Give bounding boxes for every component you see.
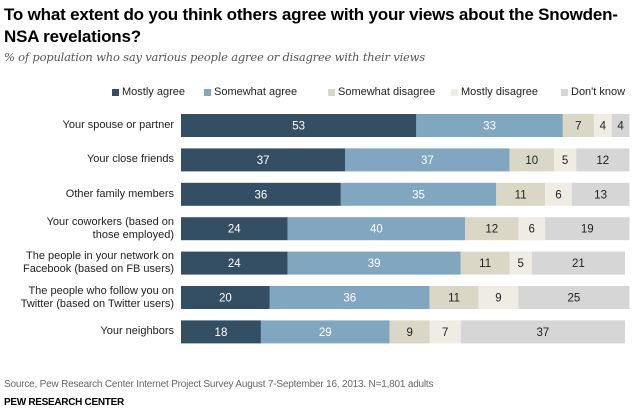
- bar-segment: [345, 148, 510, 172]
- data-label: 37: [536, 327, 549, 339]
- bar-segment: [181, 251, 288, 275]
- legend-label: Mostly agree: [122, 86, 185, 98]
- bar-segment: [531, 251, 625, 275]
- bar-segment: [478, 286, 519, 309]
- data-label: 36: [255, 189, 268, 201]
- bar-segment: [509, 148, 554, 172]
- bar-segment: [593, 114, 612, 137]
- bar-segment: [562, 114, 594, 137]
- bar-segment: [429, 286, 479, 309]
- data-label: 12: [485, 224, 498, 236]
- data-label: 37: [257, 155, 270, 167]
- data-label: 24: [228, 224, 241, 236]
- category-label: Other family members: [65, 187, 174, 200]
- legend-item: Mostly agree: [112, 86, 185, 98]
- data-label: 19: [581, 224, 594, 236]
- category-label: The people in your network on Facebook (…: [22, 250, 174, 276]
- legend-swatch: [204, 88, 211, 96]
- data-label: 20: [219, 293, 232, 305]
- data-label: 18: [215, 327, 228, 339]
- category-label: The people who follow you on Twitter (ba…: [20, 284, 174, 310]
- bar-segment: [460, 320, 625, 344]
- bar-segment: [465, 217, 519, 241]
- data-label: 13: [594, 189, 607, 201]
- data-label: 40: [370, 224, 383, 236]
- legend-label: Don't know: [571, 86, 626, 98]
- data-label: 33: [483, 121, 496, 133]
- data-label: 6: [529, 224, 535, 236]
- bar-segment: [611, 114, 630, 137]
- bar-segment: [287, 251, 461, 275]
- bar-segment: [416, 114, 563, 137]
- chart-title: To what extent do you think others agree…: [4, 5, 618, 46]
- data-label: 7: [442, 327, 448, 339]
- data-label: 24: [228, 258, 241, 270]
- legend-item: Somewhat disagree: [328, 86, 435, 98]
- data-label: 4: [617, 121, 624, 133]
- data-label: 37: [421, 155, 434, 167]
- legend-label: Somewhat disagree: [338, 86, 436, 98]
- chart-subtitle: % of population who say various people a…: [4, 50, 426, 64]
- data-label: 7: [575, 121, 581, 133]
- bar-segment: [496, 182, 546, 206]
- data-label: 11: [515, 189, 527, 201]
- bar-segment: [576, 148, 630, 172]
- data-label: 5: [562, 155, 568, 167]
- legend-swatch: [112, 88, 119, 96]
- data-label: 5: [517, 258, 523, 270]
- bar-segment: [181, 114, 417, 137]
- category-label: Your close friends: [86, 153, 174, 166]
- legend-item: Don't know: [561, 86, 625, 98]
- bar-segment: [509, 251, 532, 275]
- data-label: 9: [406, 327, 412, 339]
- bar-segment: [545, 217, 630, 241]
- legend-item: Somewhat agree: [204, 86, 297, 98]
- data-label: 53: [292, 121, 305, 133]
- category-label: Your neighbors: [100, 325, 174, 338]
- bar-segment: [460, 251, 510, 275]
- bar-segment: [181, 286, 270, 309]
- data-label: 39: [368, 258, 381, 270]
- data-label: 25: [568, 293, 581, 305]
- bar-segment: [181, 320, 261, 344]
- bar-segment: [269, 286, 430, 309]
- bar-segment: [389, 320, 430, 344]
- bar-segment: [181, 217, 288, 241]
- category-label: Your coworkers (based on those employed): [46, 215, 174, 241]
- legend-item: Mostly disagree: [451, 86, 538, 98]
- data-label: 11: [479, 258, 491, 270]
- data-label: 11: [448, 293, 460, 305]
- bar-segment: [287, 217, 466, 241]
- category-label: Your spouse or partner: [62, 119, 175, 131]
- data-label: 10: [525, 155, 538, 167]
- legend-swatch: [451, 88, 458, 96]
- data-label: 35: [412, 189, 425, 201]
- data-label: 9: [495, 293, 501, 305]
- source-note: Source, Pew Research Center Internet Pro…: [4, 379, 434, 390]
- bar-segment: [545, 182, 572, 206]
- bar-segment: [181, 148, 346, 172]
- data-label: 36: [343, 293, 356, 305]
- bar-segment: [181, 182, 341, 206]
- legend-label: Somewhat agree: [214, 86, 298, 98]
- bar-segment: [571, 182, 630, 206]
- legend-label: Mostly disagree: [461, 86, 539, 98]
- bar-segment: [518, 217, 546, 241]
- bar-segment: [340, 182, 497, 206]
- data-label: 21: [572, 258, 585, 270]
- bar-segment: [553, 148, 577, 172]
- legend-swatch: [561, 88, 568, 96]
- data-label: 6: [555, 189, 561, 201]
- legend: Mostly agree Somewhat agree Somewhat disag…: [0, 86, 636, 100]
- data-label: 12: [596, 155, 609, 167]
- data-label: 29: [319, 327, 332, 339]
- bar-segment: [518, 286, 630, 309]
- data-label: 4: [600, 121, 607, 133]
- legend-swatch: [328, 88, 335, 96]
- organization-credit: PEW RESEARCH CENTER: [4, 397, 124, 408]
- bar-segment: [429, 320, 461, 344]
- bar-segment: [260, 320, 390, 344]
